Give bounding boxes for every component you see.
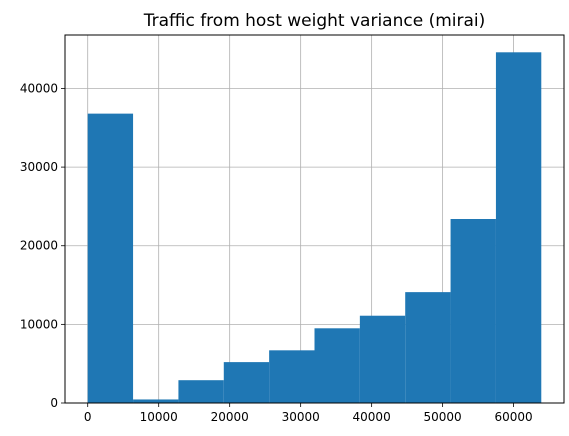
- histogram-bar: [223, 362, 270, 403]
- histogram-bar: [87, 113, 134, 403]
- y-tick-label: 20000: [20, 239, 58, 253]
- x-tick-label: 10000: [140, 410, 178, 424]
- plot-frame: [64, 34, 565, 404]
- histogram-bar: [495, 52, 542, 404]
- y-tick-label: 40000: [20, 81, 58, 95]
- x-tick-label: 40000: [353, 410, 391, 424]
- x-tick-label: 30000: [282, 410, 320, 424]
- chart-title: Traffic from host weight variance (mirai…: [143, 11, 486, 31]
- histogram-bar: [269, 350, 315, 403]
- y-axis: 0 10000 20000 30000 40000: [20, 81, 65, 410]
- x-tick-label: 0: [84, 410, 92, 424]
- x-tick-label: 50000: [424, 410, 462, 424]
- histogram-bar: [314, 328, 360, 403]
- histogram-bar: [405, 292, 451, 403]
- histogram-bar: [359, 315, 406, 403]
- y-tick-label: 10000: [20, 317, 58, 331]
- y-tick-label: 30000: [20, 160, 58, 174]
- bars: [87, 52, 542, 404]
- y-tick-label: 0: [50, 396, 58, 410]
- x-axis: 0 10000 20000 30000 40000 50000 60000: [84, 403, 533, 424]
- histogram-bar: [178, 380, 224, 403]
- histogram-bar: [450, 219, 496, 403]
- x-tick-label: 20000: [211, 410, 249, 424]
- histogram-bar: [133, 399, 179, 403]
- x-tick-label: 60000: [495, 410, 533, 424]
